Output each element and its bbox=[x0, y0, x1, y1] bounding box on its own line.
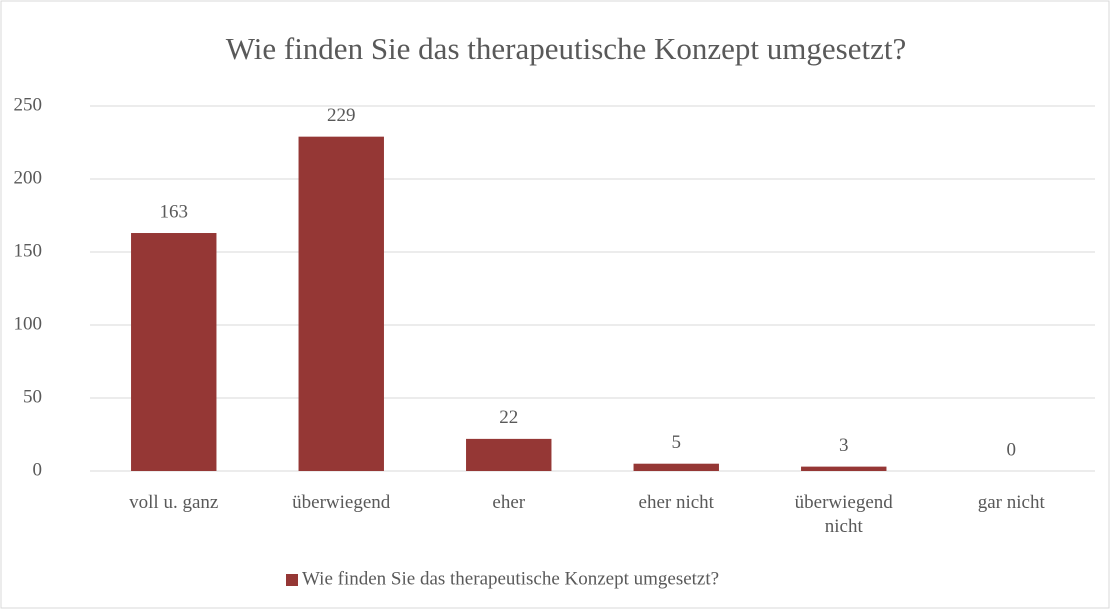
data-label: 163 bbox=[160, 201, 189, 222]
y-tick-label: 50 bbox=[23, 386, 42, 407]
data-label: 3 bbox=[839, 435, 849, 456]
data-label: 22 bbox=[499, 407, 518, 428]
bar bbox=[131, 233, 217, 471]
x-tick-label: eher nicht bbox=[638, 492, 714, 513]
data-label: 5 bbox=[672, 432, 682, 453]
x-tick-label: gar nicht bbox=[977, 492, 1045, 513]
data-label: 229 bbox=[327, 105, 356, 126]
bar bbox=[801, 466, 887, 471]
legend-label: Wie finden Sie das therapeutische Konzep… bbox=[302, 568, 719, 589]
x-tick-label: eher bbox=[492, 492, 526, 513]
y-tick-label: 200 bbox=[14, 167, 43, 188]
bar bbox=[466, 438, 552, 471]
x-tick-label: voll u. ganz bbox=[129, 492, 219, 513]
bar bbox=[633, 463, 719, 471]
legend-swatch bbox=[286, 574, 298, 586]
data-label: 0 bbox=[1007, 439, 1017, 460]
x-tick-label: überwiegend bbox=[292, 492, 391, 513]
chart-title: Wie finden Sie das therapeutische Konzep… bbox=[226, 31, 907, 66]
bar bbox=[298, 136, 384, 471]
y-tick-label: 150 bbox=[14, 240, 43, 261]
y-tick-label: 0 bbox=[33, 459, 43, 480]
x-tick-label: überwiegend nicht bbox=[794, 492, 893, 537]
y-tick-label: 100 bbox=[14, 313, 43, 334]
y-tick-label: 250 bbox=[14, 94, 43, 115]
